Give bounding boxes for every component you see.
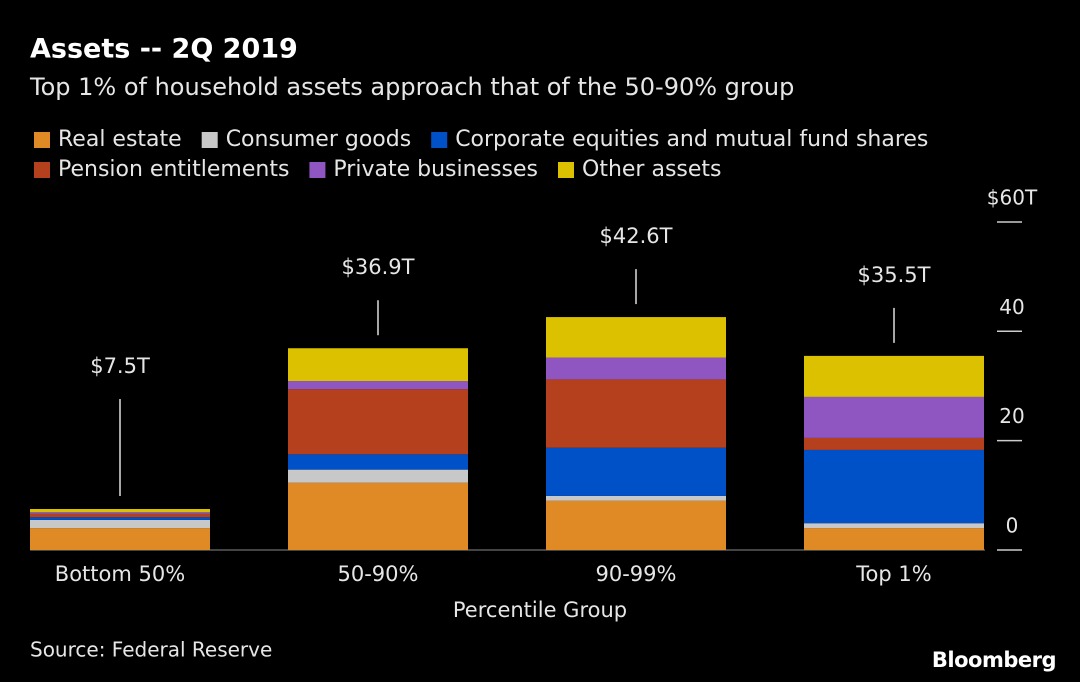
legend-swatch: [309, 162, 326, 178]
legend-label: Private businesses: [333, 157, 538, 182]
bar-segment: [288, 454, 468, 470]
legend-label: Other assets: [582, 157, 722, 182]
legend-swatch: [34, 162, 50, 178]
bar-segment: [804, 523, 984, 529]
chart-title: Assets -- 2Q 2019: [30, 34, 298, 65]
total-label: $35.5T: [858, 263, 931, 287]
bar-segment: [804, 449, 984, 524]
y-tick-label: $60T: [987, 185, 1038, 209]
brand-logo: Bloomberg: [932, 648, 1056, 672]
bar-segment: [546, 447, 726, 496]
bar-segment: [30, 528, 210, 550]
y-tick-label: 40: [999, 295, 1024, 319]
legend-label: Pension entitlements: [58, 157, 289, 182]
bar-segment: [546, 500, 726, 550]
total-label: $36.9T: [342, 255, 415, 279]
bar-segment: [546, 317, 726, 358]
legend-swatch: [34, 132, 50, 148]
bar-segment: [546, 357, 726, 380]
bar-segment: [30, 508, 210, 513]
bar-segment: [804, 396, 984, 438]
x-tick-label: 50-90%: [338, 562, 419, 586]
bar-segment: [30, 513, 210, 518]
bar-segment: [288, 348, 468, 382]
legend-label: Real estate: [58, 127, 182, 152]
x-axis-label: Percentile Group: [453, 598, 627, 622]
legend-swatch: [558, 162, 574, 178]
bar-segment: [804, 437, 984, 450]
bar-segment: [288, 482, 468, 550]
chart-subtitle: Top 1% of household assets approach that…: [29, 73, 794, 101]
bar-segment: [30, 517, 210, 520]
bar-segment: [546, 379, 726, 448]
legend-label: Consumer goods: [226, 127, 412, 152]
bar-segment: [288, 381, 468, 390]
x-tick-label: Bottom 50%: [55, 562, 185, 586]
x-tick-label: Top 1%: [855, 562, 931, 586]
bar-segment: [546, 495, 726, 501]
legend-swatch: [431, 132, 448, 148]
total-label: $42.6T: [600, 224, 673, 248]
legend-label: Corporate equities and mutual fund share…: [455, 127, 928, 152]
y-tick-label: 0: [1006, 514, 1019, 538]
total-label: $7.5T: [90, 354, 150, 378]
source: Source: Federal Reserve: [30, 638, 272, 662]
bar-segment: [30, 519, 210, 529]
x-tick-label: 90-99%: [596, 562, 677, 586]
y-tick-label: 20: [999, 404, 1024, 428]
bar-segment: [804, 355, 984, 397]
bar-segment: [288, 469, 468, 483]
bar-segment: [804, 528, 984, 550]
bar-segment: [288, 389, 468, 455]
bar-segment: [30, 512, 210, 514]
legend-swatch: [201, 132, 218, 148]
